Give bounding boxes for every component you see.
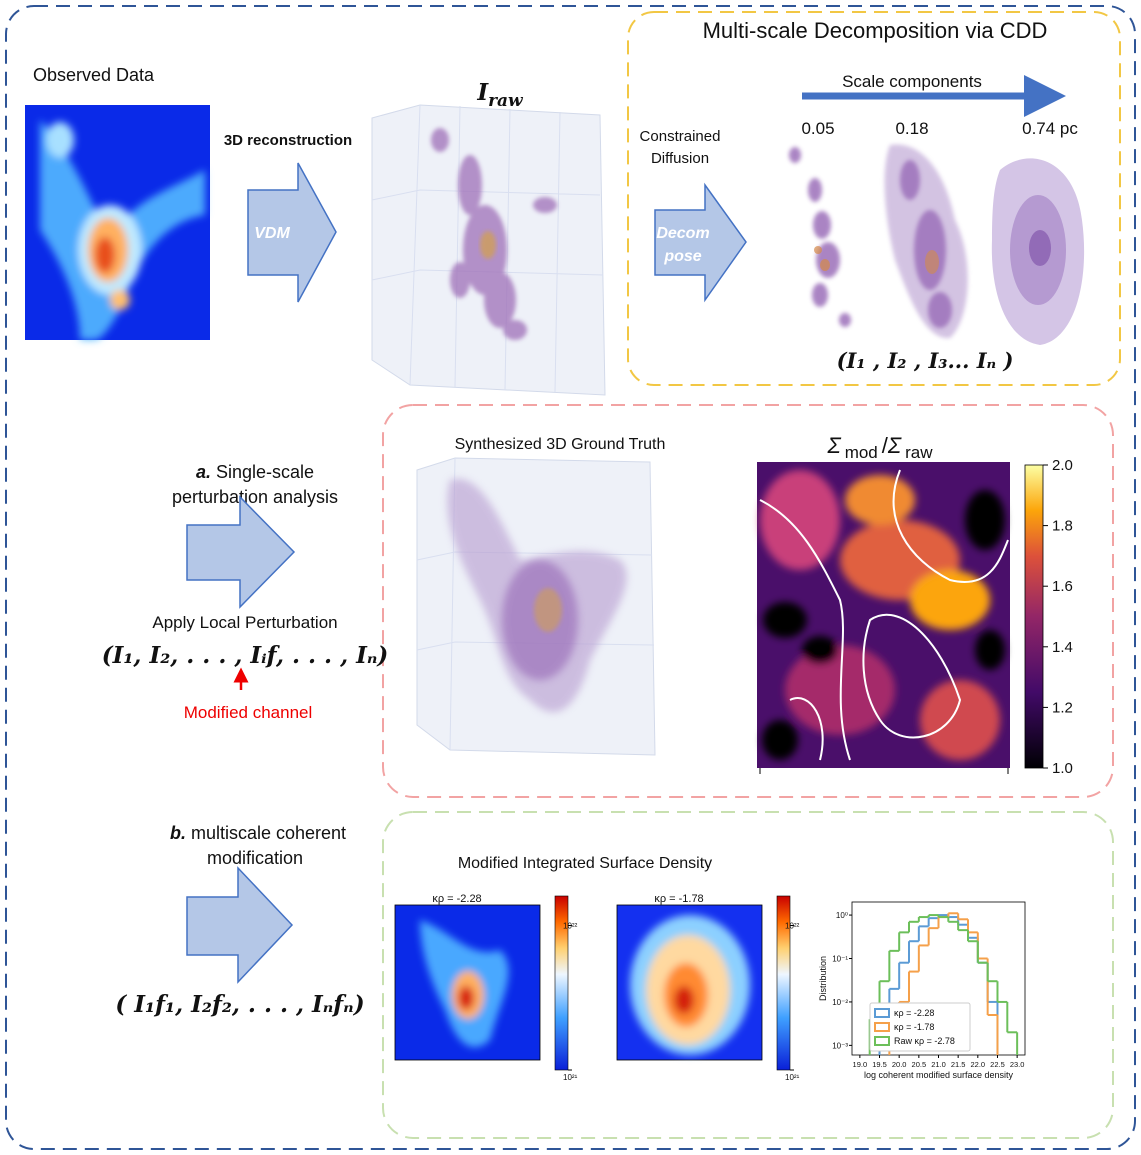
decompose-label: pose [663,248,701,265]
x-axis-label: log coherent modified surface density [864,1070,1014,1080]
y-axis-label: Distribution [818,956,828,1001]
action-label: Apply Local Perturbation [152,613,337,632]
scale-label: 0.18 [895,119,928,138]
method-label: Diffusion [651,150,709,167]
heading-line: perturbation analysis [172,487,338,507]
y-tick-label: 10⁻² [832,998,848,1007]
scale-label: 0.05 [801,119,834,138]
x-tick-label: 23.0 [1010,1060,1025,1069]
heading-line: modification [207,848,303,868]
x-tick-label: 19.0 [853,1060,868,1069]
coherent-arrow [187,868,292,982]
x-tick-label: 22.0 [971,1060,986,1069]
map-title: κρ = -1.78 [654,893,703,905]
legend-label: κρ = -2.28 [894,1008,934,1018]
scale-label: 0.74 pc [1022,119,1078,138]
colorbar-tick-label: 1.6 [1052,578,1073,595]
ground-truth-render [417,458,655,755]
render-title: Synthesized 3D Ground Truth [455,436,666,453]
component-tuple: (I₁ , I₂ , I₃... Iₙ ) [837,348,1014,373]
scale-axis-label: Scale components [842,72,982,91]
scale-components [789,144,1084,345]
y-tick-label: 10⁰ [836,911,848,920]
decompose-arrow [655,185,746,300]
colorbar-tick-label: 1.2 [1052,699,1073,716]
heading-line: Single-scale [216,462,314,482]
y-tick-label: 10⁻¹ [832,955,848,964]
x-tick-label: 22.5 [990,1060,1005,1069]
colorbar-tick-label: 10²² [563,921,578,930]
observed-title: Observed Data [33,65,155,85]
legend-label: Raw κρ = -2.78 [894,1036,955,1046]
colorbar-tick-label: 10²¹ [563,1073,578,1082]
symbol: Σ [826,433,841,458]
pointer-label: Modified channel [184,703,313,722]
colorbar-tick-label: 10²² [785,921,800,930]
method-label: Constrained [640,128,721,145]
panel-title: Modified Integrated Surface Density [458,855,712,872]
coherent-tuple: ( I₁f₁, I₂f₂, . . . , Iₙfₙ) [115,991,364,1018]
figure: Observed Data 3D reconstruction VDM Iraw… [0,0,1141,1155]
single-scale-heading: a.Single-scale [196,462,314,482]
colorbar-tick-label: 10²¹ [785,1073,800,1082]
surface-map [617,905,762,1060]
colorbar-tick-label: 2.0 [1052,457,1073,474]
marker: a. [196,462,211,482]
x-tick-label: 20.5 [912,1060,927,1069]
ratio-map [757,462,1043,768]
subscript: raw [488,91,524,111]
surface-map [395,905,540,1060]
colorbar-tick-label: 1.8 [1052,518,1073,535]
raw-render [372,105,605,395]
map-title: κρ = -2.28 [432,893,481,905]
x-tick-label: 21.0 [931,1060,946,1069]
legend-label: κρ = -1.78 [894,1022,934,1032]
i-raw-label: Iraw [476,79,524,111]
reconstruction-label: 3D reconstruction [224,132,352,149]
x-tick-label: 19.5 [872,1060,887,1069]
observed-map [25,105,210,340]
decompose-label: Decom [656,225,709,242]
subscript: mod [845,443,878,462]
y-tick-label: 10⁻³ [832,1041,848,1050]
vdm-label: VDM [254,225,290,242]
x-tick-label: 20.0 [892,1060,907,1069]
cdd-title: Multi-scale Decomposition via CDD [703,18,1048,43]
heading-line: multiscale coherent [191,823,346,843]
page: Observed Data 3D reconstruction VDM Iraw… [0,0,1141,1155]
multiscale-heading: b.multiscale coherent [170,823,346,843]
colorbar-tick-label: 1.4 [1052,639,1073,656]
symbol: Σ [887,433,902,458]
colorbar-tick-label: 1.0 [1052,760,1073,777]
marker: b. [170,823,186,843]
x-tick-label: 21.5 [951,1060,966,1069]
subscript: raw [905,443,933,462]
perturb-arrow [187,497,294,607]
perturbed-tuple: (I₁, I₂, . . . , Iᵢf, . . . , Iₙ) [102,642,389,669]
